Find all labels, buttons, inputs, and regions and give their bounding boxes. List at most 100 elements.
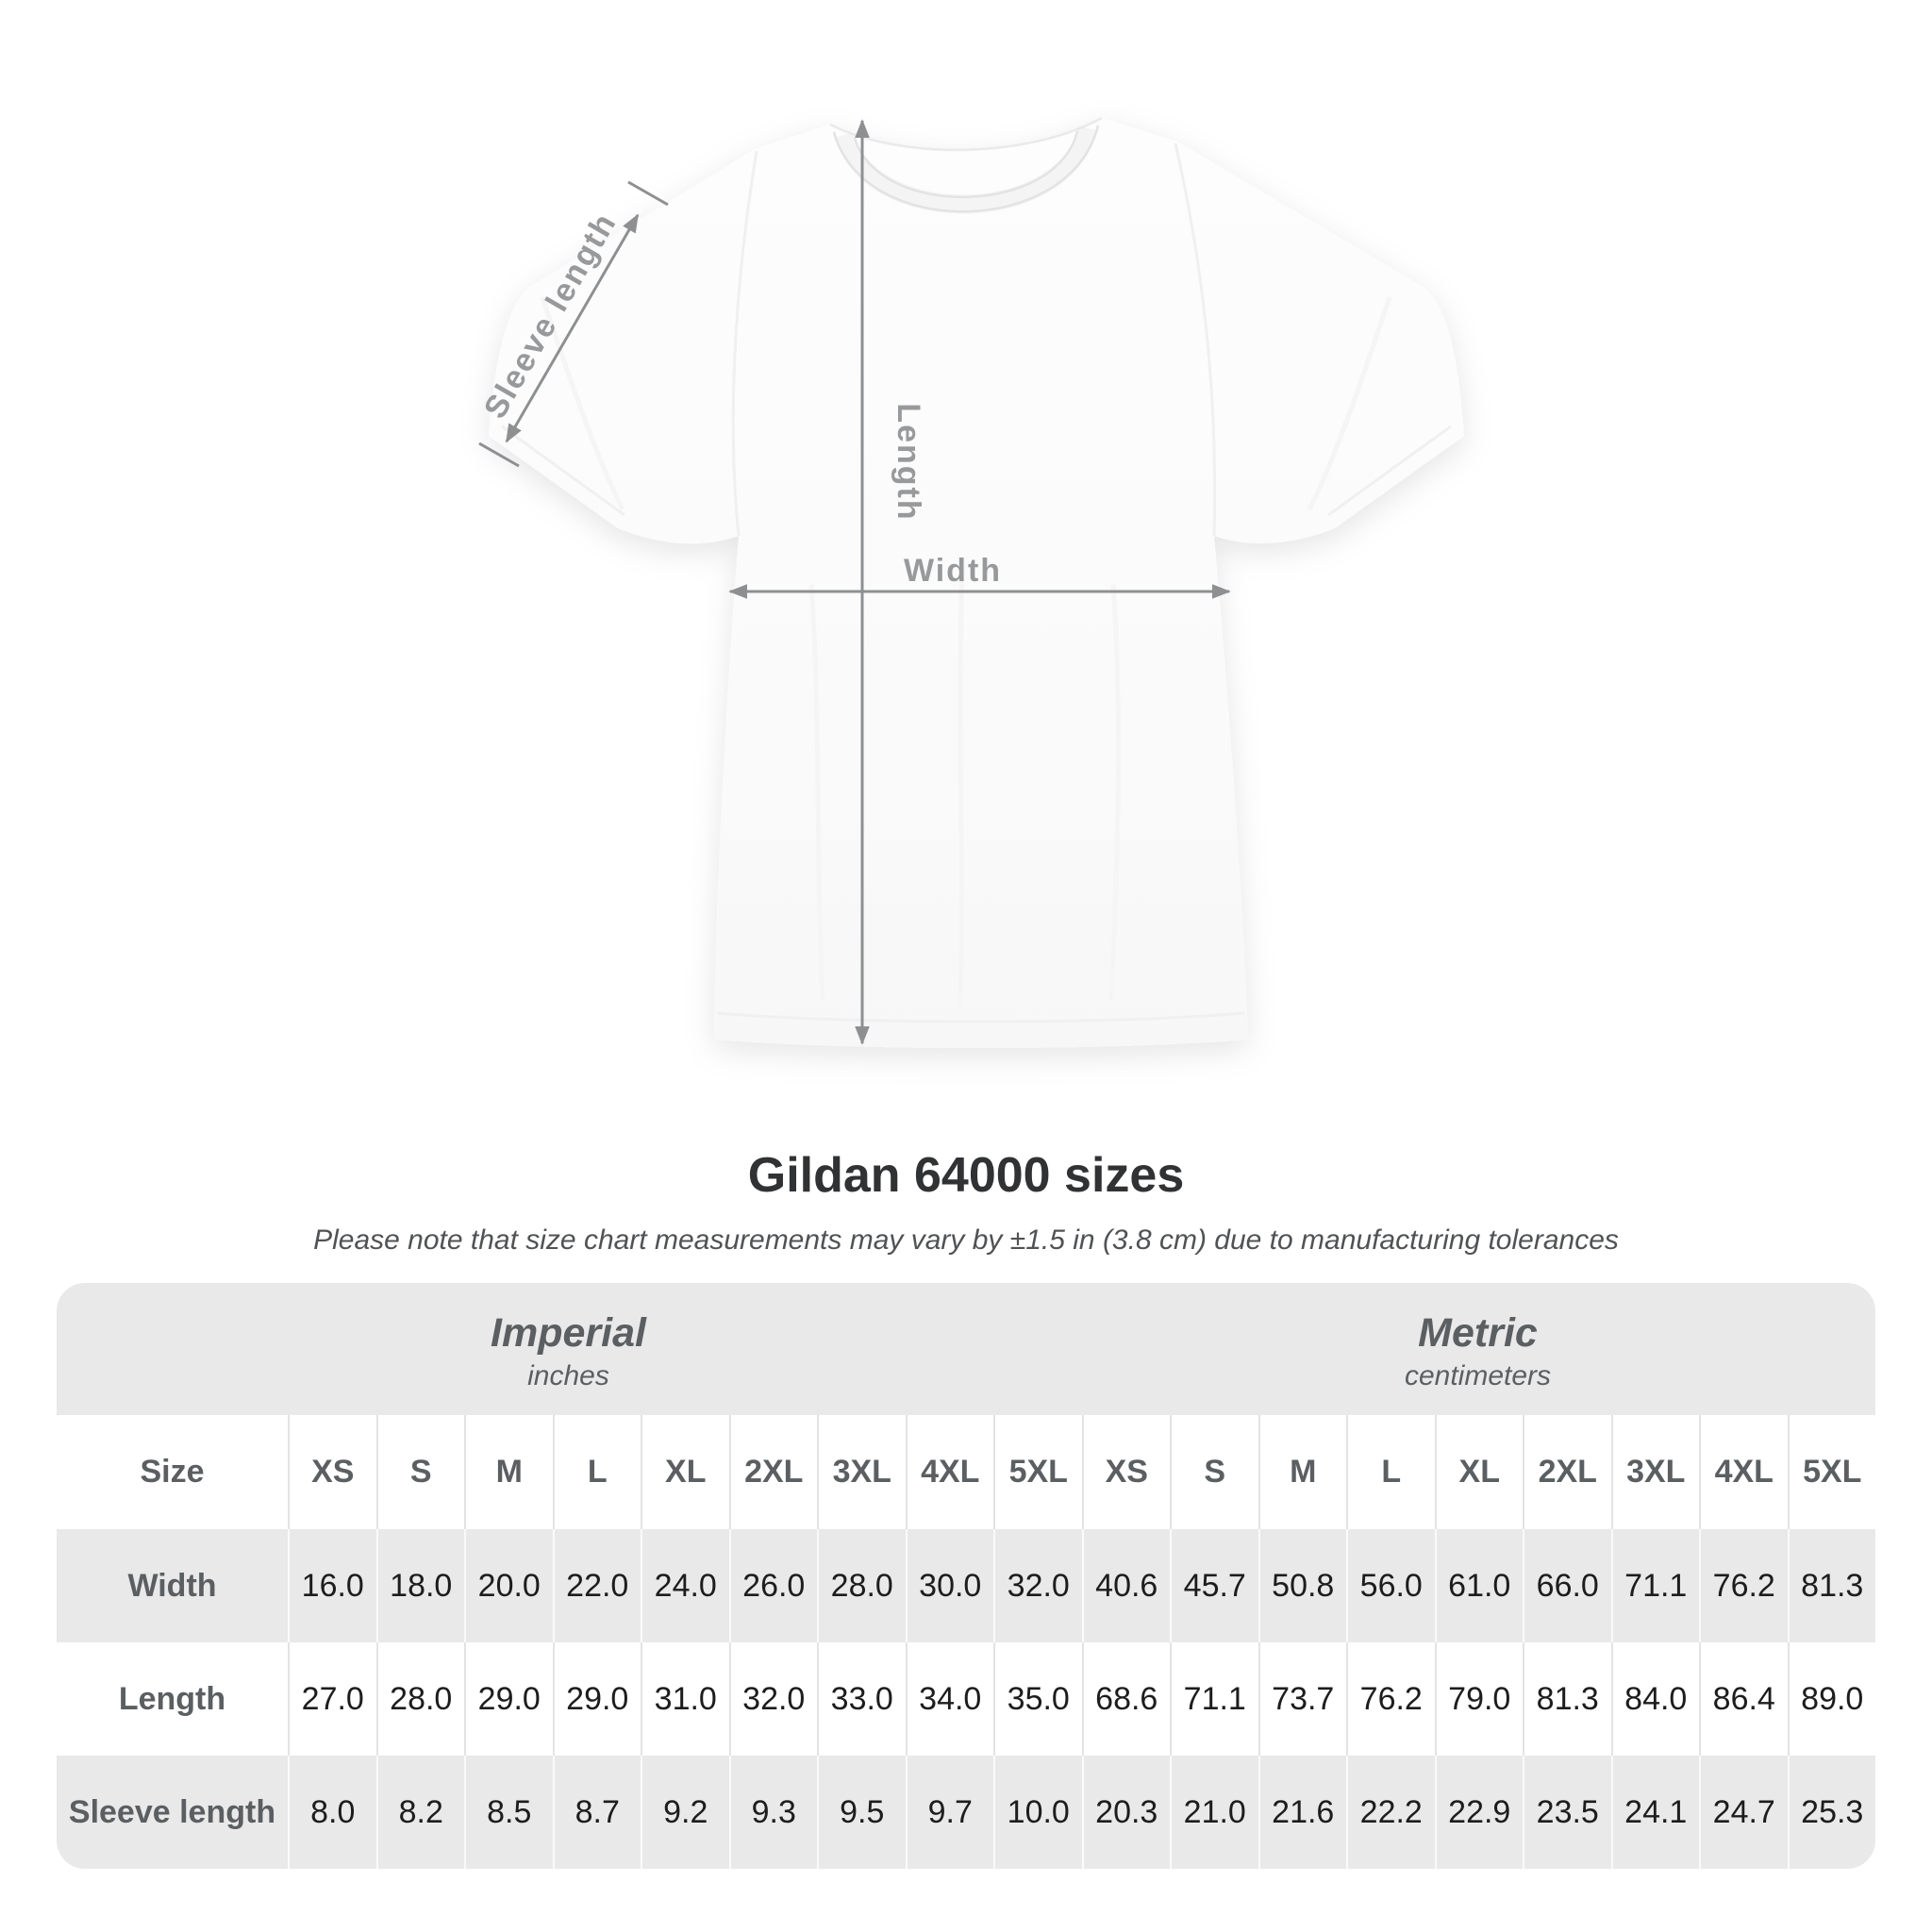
unit-header-metric: Metric centimeters [1080, 1283, 1875, 1415]
measurement-value-cell: 71.1 [1610, 1529, 1700, 1642]
measurement-value-cell: 30.0 [905, 1529, 994, 1642]
measurement-value-cell: 21.6 [1257, 1756, 1347, 1869]
size-header-cell: 2XL [1523, 1415, 1611, 1529]
measurement-value-cell: 20.0 [464, 1529, 553, 1642]
measurement-value-cell: 31.0 [641, 1642, 729, 1756]
measurement-value-cell: 79.0 [1434, 1642, 1524, 1756]
measurement-value-cell: 25.3 [1787, 1756, 1876, 1869]
measurement-value-cell: 76.2 [1346, 1642, 1435, 1756]
measurement-value-cell: 32.0 [728, 1642, 818, 1756]
size-header-cell: L [552, 1415, 641, 1529]
measurement-value-cell: 22.0 [552, 1529, 641, 1642]
size-header-cell: XS [288, 1415, 376, 1529]
size-header-cell: 4XL [1699, 1415, 1788, 1529]
size-header-cell: 2XL [728, 1415, 818, 1529]
width-label: Width [904, 553, 1002, 589]
measurement-value-cell: 50.8 [1257, 1529, 1347, 1642]
unit-header-imperial: Imperial inches [57, 1283, 1080, 1415]
size-header-cell: S [375, 1415, 465, 1529]
measurement-value-cell: 35.0 [993, 1642, 1082, 1756]
measurement-value-cell: 24.7 [1699, 1756, 1788, 1869]
measurement-value-cell: 9.3 [728, 1756, 818, 1869]
measurement-value-cell: 20.3 [1081, 1756, 1171, 1869]
size-header-cell: XL [1434, 1415, 1524, 1529]
metric-unit: centimeters [1404, 1359, 1552, 1391]
measurement-value-cell: 45.7 [1170, 1529, 1258, 1642]
size-header-row: Size XS S M L XL 2XL 3XL 4XL 5XL XS S M L XL 2XL 3XL 4XL 5… [57, 1415, 1875, 1529]
tshirt-illustration [489, 118, 1464, 1048]
measurement-value-cell: 24.1 [1610, 1756, 1700, 1869]
tshirt-silhouette [489, 118, 1464, 1048]
page-subtitle: Please note that size chart measurements… [313, 1224, 1619, 1256]
size-header-cell: 3XL [1610, 1415, 1700, 1529]
sleeve-dimension-line [505, 213, 640, 443]
measurement-value-cell: 40.6 [1081, 1529, 1171, 1642]
measurement-row-sleeve-length-label: Sleeve length [68, 1793, 276, 1830]
size-header-cell: L [1346, 1415, 1435, 1529]
measurement-value-cell: 22.9 [1434, 1756, 1524, 1869]
size-header-cell: 5XL [1787, 1415, 1876, 1529]
size-header-cell: M [464, 1415, 553, 1529]
measurement-value-cell: 8.2 [375, 1756, 465, 1869]
measurement-row-length: Length 27.0 28.0 29.0 29.0 31.0 32.0 33.0 34.0 35… [57, 1642, 1875, 1756]
page-title: Gildan 64000 sizes [747, 1148, 1185, 1203]
size-header-cell: 5XL [993, 1415, 1082, 1529]
measurement-value-cell: 66.0 [1523, 1529, 1611, 1642]
measurement-value-cell: 8.7 [552, 1756, 641, 1869]
measurement-value-cell: 9.2 [641, 1756, 729, 1869]
measurement-value-cell: 28.0 [817, 1529, 906, 1642]
size-header-cell: M [1257, 1415, 1347, 1529]
measurement-value-cell: 56.0 [1346, 1529, 1435, 1642]
measurement-value-cell: 89.0 [1787, 1642, 1876, 1756]
measurement-value-cell: 16.0 [288, 1529, 376, 1642]
measurement-value-cell: 9.7 [905, 1756, 994, 1869]
measurement-value-cell: 32.0 [993, 1529, 1082, 1642]
tshirt-measurement-diagram: Length Width Sleeve length [477, 116, 1464, 1048]
metric-label: Metric [1418, 1309, 1538, 1356]
measurement-value-cell: 84.0 [1610, 1642, 1700, 1756]
measurement-value-cell: 21.0 [1170, 1756, 1258, 1869]
measurement-value-cell: 61.0 [1434, 1529, 1524, 1642]
measurement-value-cell: 29.0 [464, 1642, 553, 1756]
measurement-value-cell: 68.6 [1081, 1642, 1171, 1756]
measurement-value-cell: 23.5 [1523, 1756, 1611, 1869]
measurement-value-cell: 27.0 [288, 1642, 376, 1756]
size-header-cell: S [1170, 1415, 1258, 1529]
measurement-row-width: Width 16.0 18.0 20.0 22.0 24.0 26.0 28.0 30.0 32.… [57, 1529, 1875, 1642]
measurement-value-cell: 8.5 [464, 1756, 553, 1869]
measurement-row-length-label: Length [118, 1680, 226, 1717]
measurement-value-cell: 76.2 [1699, 1529, 1788, 1642]
measurement-value-cell: 28.0 [375, 1642, 465, 1756]
sleeve-dimension-end-tick-bottom [478, 441, 520, 468]
measurement-value-cell: 18.0 [375, 1529, 465, 1642]
size-header-cell: 4XL [905, 1415, 994, 1529]
measurement-value-cell: 24.0 [641, 1529, 729, 1642]
measurement-value-cell: 73.7 [1257, 1642, 1347, 1756]
measurement-value-cell: 33.0 [817, 1642, 906, 1756]
measurement-value-cell: 71.1 [1170, 1642, 1258, 1756]
measurement-value-cell: 26.0 [728, 1529, 818, 1642]
measurement-value-cell: 34.0 [905, 1642, 994, 1756]
size-table: Imperial inches Metric centimeters Size X… [57, 1283, 1875, 1869]
size-header-cell: XL [641, 1415, 729, 1529]
length-label: Length [891, 403, 926, 521]
size-header-row-label: Size [140, 1454, 205, 1490]
measurement-row-width-label: Width [127, 1567, 217, 1604]
measurement-value-cell: 9.5 [817, 1756, 906, 1869]
size-header-cell: XS [1081, 1415, 1171, 1529]
imperial-label: Imperial [491, 1309, 646, 1356]
size-header-cell: 3XL [817, 1415, 906, 1529]
measurement-value-cell: 81.3 [1523, 1642, 1611, 1756]
measurement-value-cell: 10.0 [993, 1756, 1082, 1869]
imperial-unit: inches [527, 1359, 609, 1391]
measurement-value-cell: 8.0 [288, 1756, 376, 1869]
measurement-value-cell: 22.2 [1346, 1756, 1435, 1869]
measurement-value-cell: 86.4 [1699, 1642, 1788, 1756]
measurement-row-sleeve-length: Sleeve length 8.0 8.2 8.5 8.7 9.2 9.3 9.5 9.7 10.… [57, 1756, 1875, 1869]
measurement-value-cell: 81.3 [1787, 1529, 1876, 1642]
unit-header-band: Imperial inches Metric centimeters [57, 1283, 1875, 1415]
table-body: Size XS S M L XL 2XL 3XL 4XL 5XL XS S M L XL 2XL 3XL 4XL 5… [57, 1415, 1875, 1869]
measurement-value-cell: 29.0 [552, 1642, 641, 1756]
sleeve-dimension-end-tick-top [627, 180, 669, 207]
